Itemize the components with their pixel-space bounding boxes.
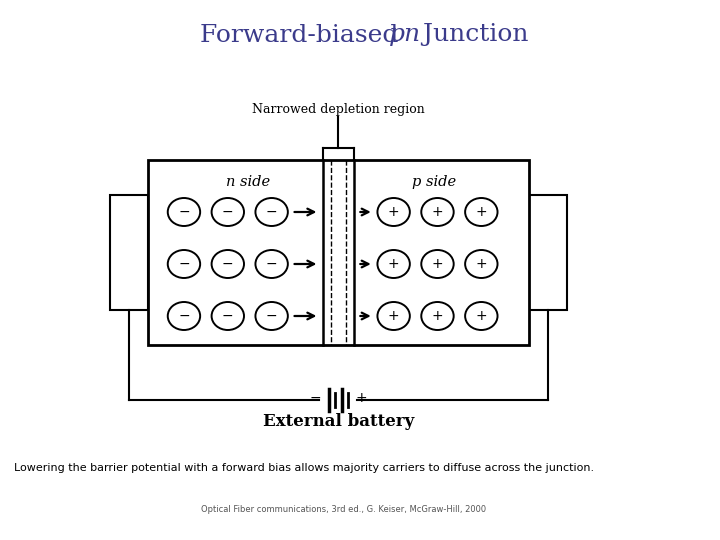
Ellipse shape — [256, 250, 288, 278]
Ellipse shape — [465, 198, 498, 226]
Text: −: − — [266, 257, 277, 271]
Text: Narrowed depletion region: Narrowed depletion region — [252, 104, 425, 117]
Ellipse shape — [212, 250, 244, 278]
Text: −: − — [178, 257, 190, 271]
Ellipse shape — [377, 250, 410, 278]
Ellipse shape — [465, 250, 498, 278]
Text: +: + — [388, 257, 400, 271]
Ellipse shape — [377, 302, 410, 330]
Text: +: + — [432, 205, 444, 219]
Text: −: − — [310, 391, 321, 405]
Text: +: + — [475, 257, 487, 271]
Ellipse shape — [168, 250, 200, 278]
Bar — [529, 195, 567, 310]
Text: +: + — [432, 309, 444, 323]
Text: +: + — [432, 257, 444, 271]
Bar — [148, 160, 529, 345]
Text: −: − — [222, 309, 233, 323]
Ellipse shape — [256, 302, 288, 330]
Text: −: − — [222, 257, 233, 271]
Text: Junction: Junction — [415, 24, 528, 46]
Ellipse shape — [168, 198, 200, 226]
Text: +: + — [388, 205, 400, 219]
Text: n side: n side — [226, 175, 270, 189]
Ellipse shape — [465, 302, 498, 330]
Ellipse shape — [212, 302, 244, 330]
Ellipse shape — [421, 302, 454, 330]
Ellipse shape — [421, 250, 454, 278]
Text: +: + — [475, 309, 487, 323]
Text: +: + — [475, 205, 487, 219]
Ellipse shape — [212, 198, 244, 226]
Ellipse shape — [168, 302, 200, 330]
Text: −: − — [178, 309, 190, 323]
Text: +: + — [388, 309, 400, 323]
Ellipse shape — [377, 198, 410, 226]
Text: Optical Fiber communications, 3rd ed., G. Keiser, McGraw-Hill, 2000: Optical Fiber communications, 3rd ed., G… — [201, 505, 486, 515]
Ellipse shape — [421, 198, 454, 226]
Text: pn: pn — [389, 24, 421, 46]
Text: Lowering the barrier potential with a forward bias allows majority carriers to d: Lowering the barrier potential with a fo… — [14, 463, 595, 473]
Text: −: − — [266, 309, 277, 323]
Ellipse shape — [256, 198, 288, 226]
Text: p side: p side — [412, 175, 456, 189]
Text: −: − — [266, 205, 277, 219]
Bar — [109, 195, 148, 310]
Text: Forward-biased: Forward-biased — [200, 24, 407, 46]
Text: −: − — [178, 205, 190, 219]
Text: −: − — [222, 205, 233, 219]
Text: External battery: External battery — [263, 414, 414, 430]
Text: +: + — [356, 391, 367, 405]
